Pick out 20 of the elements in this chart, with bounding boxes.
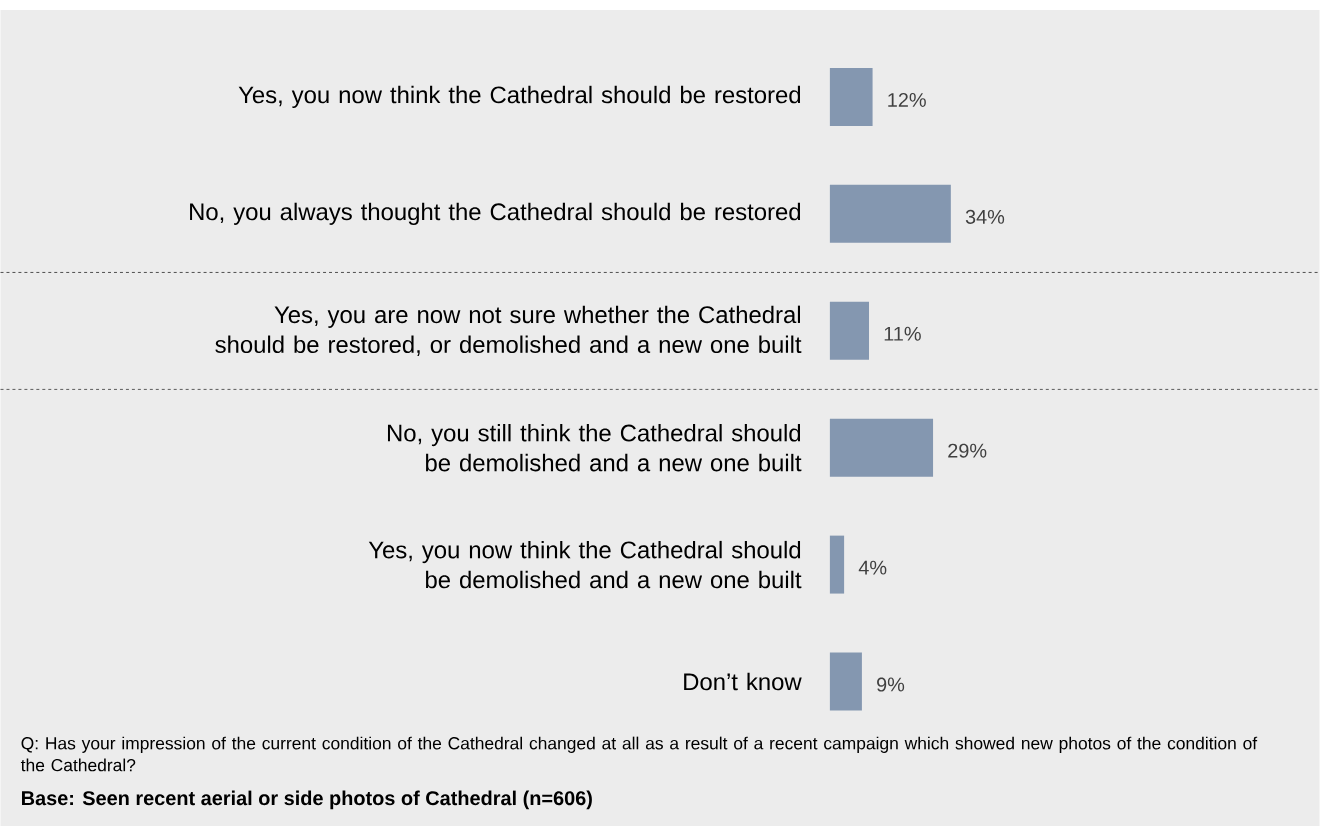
- data-label: 12%: [888, 92, 926, 107]
- y-tick-label: No, you still think the Cathedral should be demolished and a new one built: [387, 423, 802, 472]
- y-tick-label: Yes, you now think the Cathedral should be demolished and a new one built: [368, 540, 802, 589]
- data-label: 34%: [965, 209, 1005, 224]
- annotation: Q: Has your impression of the current condition of the Cathedral changed at all as a result of a recent campaign which showed new photos of the condition of the Cathedral?: [20, 736, 1258, 772]
- data-label: 4%: [858, 560, 887, 575]
- y-tick-label: Don’t know: [684, 672, 802, 691]
- bar: [829, 535, 845, 594]
- y-tick-label: Yes, you now think the Cathedral should be restored: [238, 85, 801, 108]
- bar: [829, 184, 951, 243]
- bar: [829, 418, 934, 477]
- data-label: 29%: [948, 443, 987, 458]
- bar: [829, 652, 862, 711]
- bar: [829, 301, 870, 360]
- bar: [829, 67, 873, 126]
- data-label: 11%: [884, 326, 921, 341]
- data-label: 9%: [877, 677, 905, 692]
- y-tick-label: Yes, you are now not sure whether the Cathedral should be restored, or demolished and a new one built: [215, 305, 802, 356]
- y-tick-label: No, you always thought the Cathedral should be restored: [190, 202, 801, 225]
- text: Base: Seen recent aerial or side photos of Cathedral (n=606): [22, 790, 592, 809]
